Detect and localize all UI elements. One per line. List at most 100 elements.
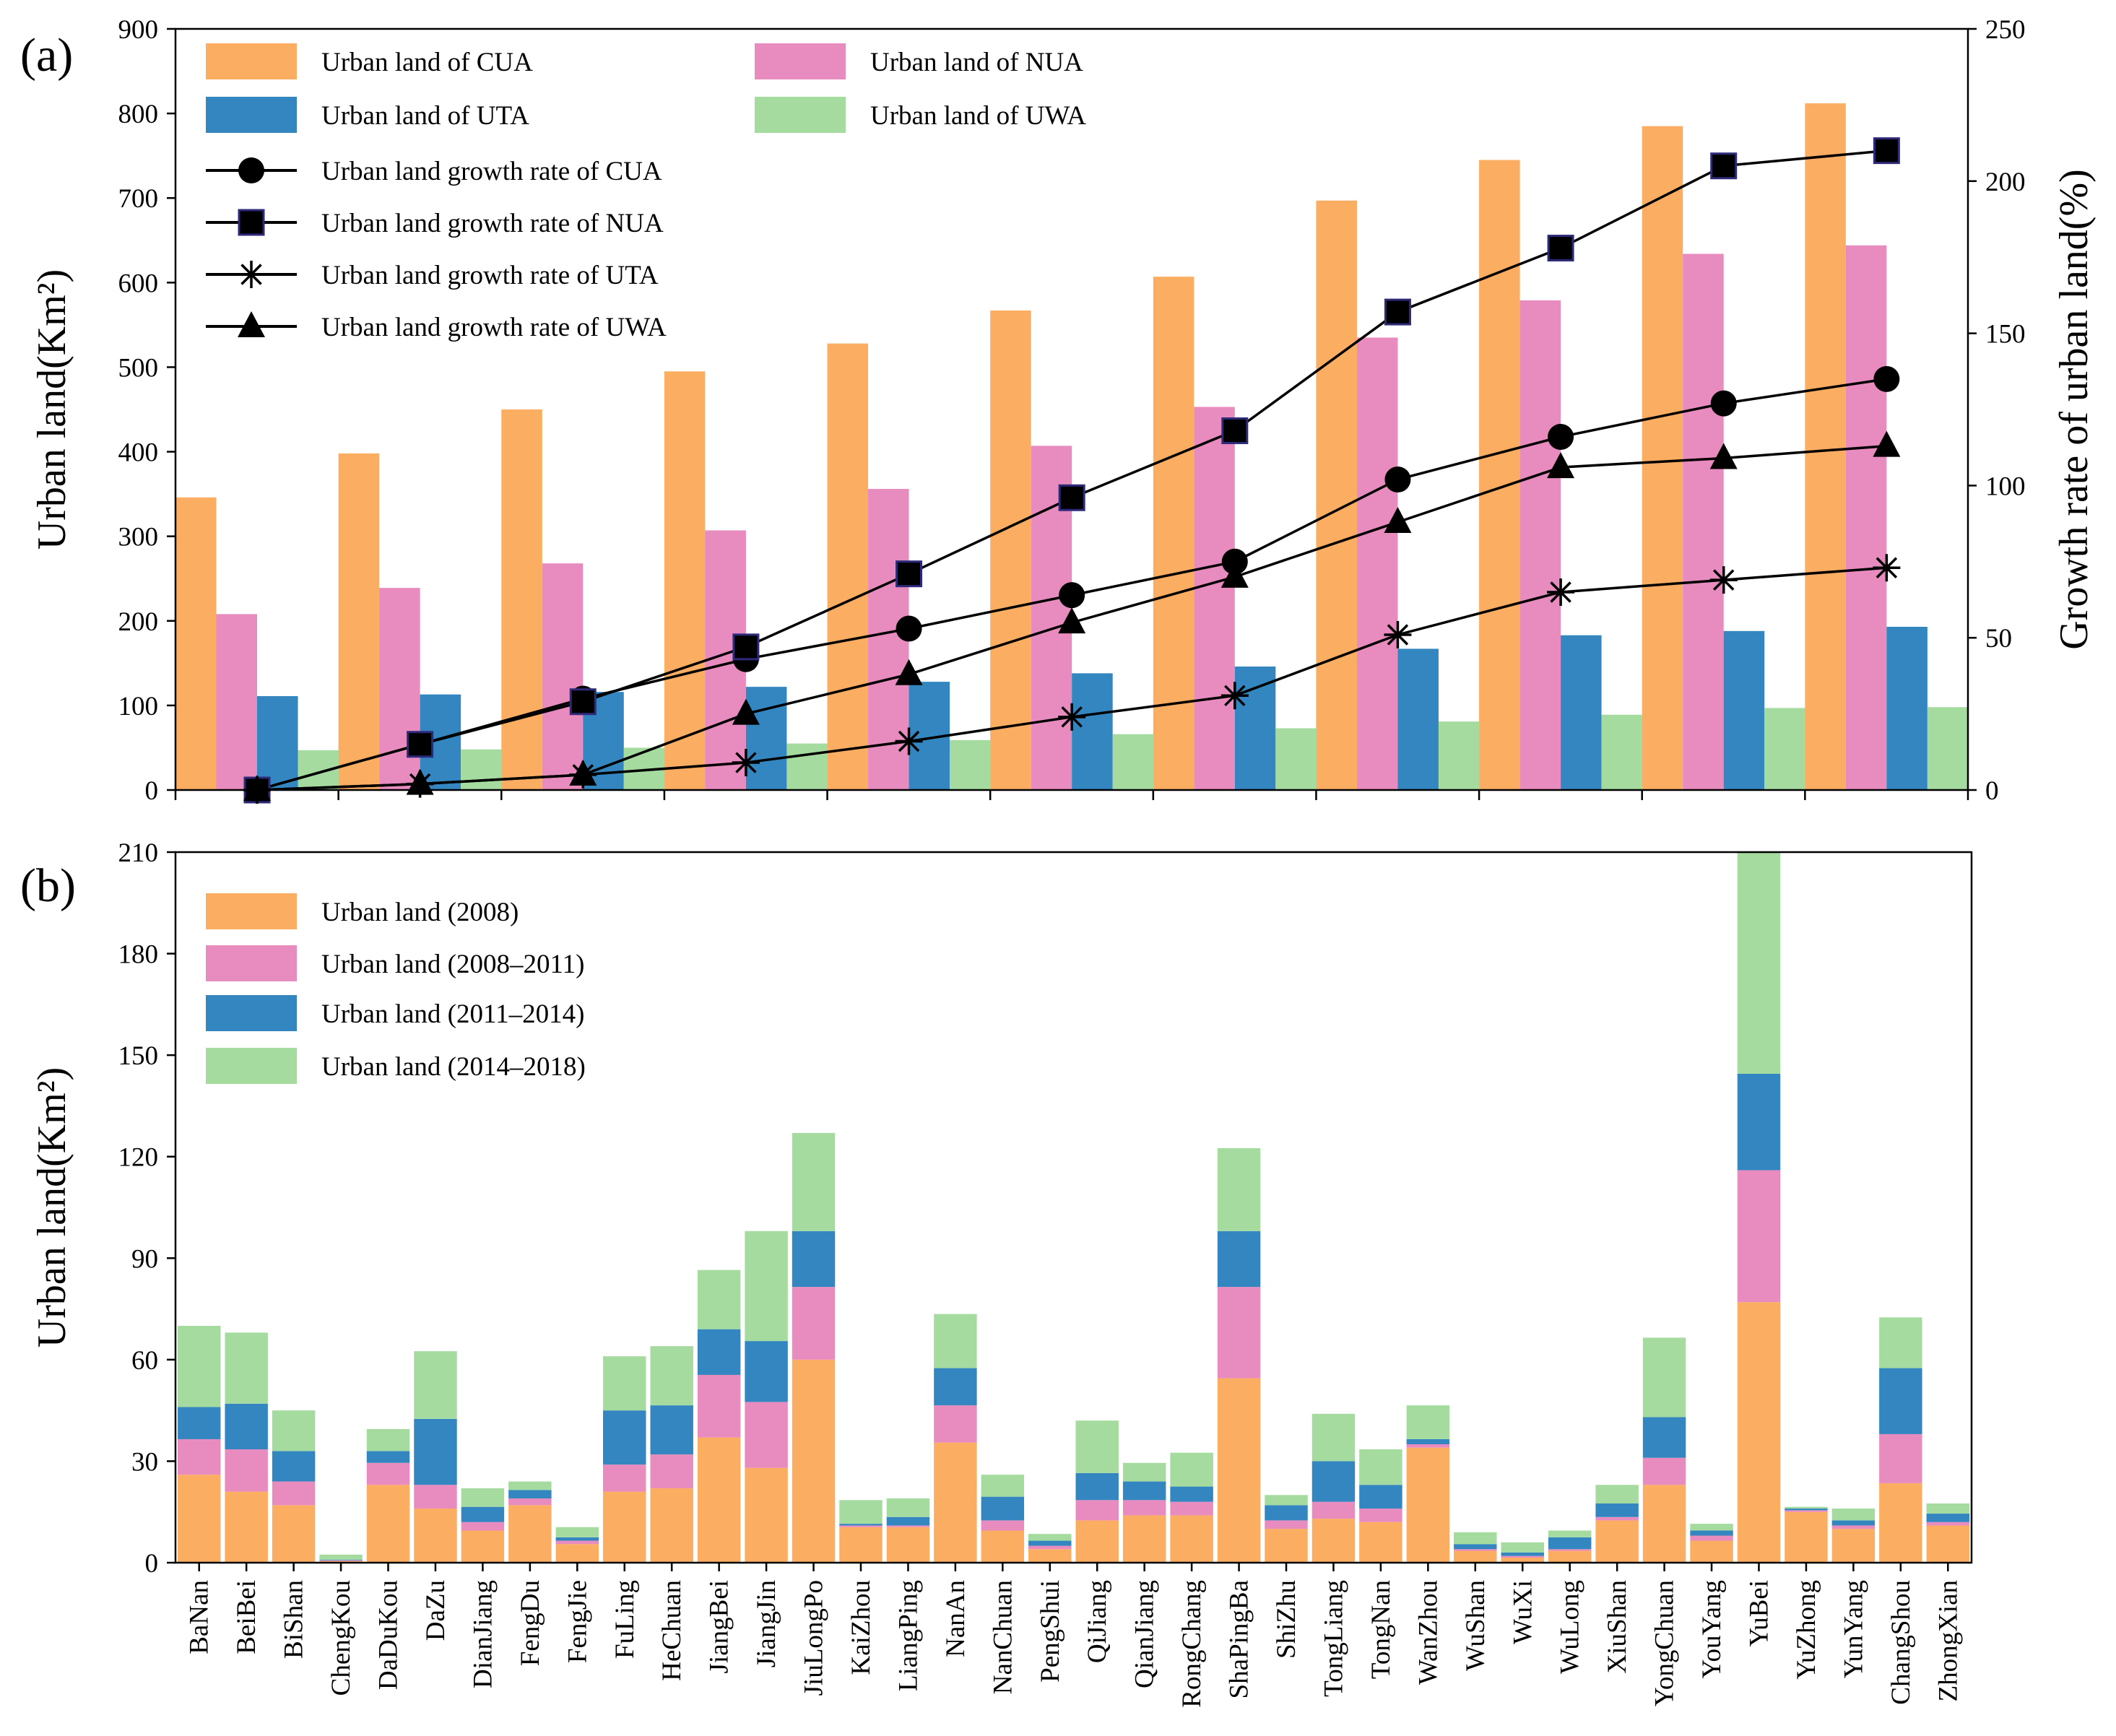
marker-urban-land-growth-rate-of-uta-5: [895, 727, 923, 755]
legend-a: Urban land of CUA Urban land of NUA Urban …: [206, 43, 1086, 342]
marker-urban-land-growth-rate-of-uwa-1: [243, 775, 271, 801]
bar-urban-land-2014-2018-nanchuan: [981, 1475, 1025, 1497]
x-tick-label-b: LiangPing: [893, 1580, 923, 1691]
bar-urban-land-2008-2011-liangping: [886, 1525, 930, 1527]
y2-tick-label-a: 150: [1985, 320, 2026, 350]
bar-urban-land-of-uta-1: [257, 696, 298, 790]
bar-urban-land-2011-2014-wushan: [1454, 1544, 1497, 1550]
bar-urban-land-2008-2011-yuzhong: [1785, 1510, 1828, 1512]
marker-urban-land-growth-rate-of-uwa-10: [1709, 443, 1738, 469]
bar-urban-land-2008-2011-changshou: [1879, 1433, 1922, 1483]
marker-urban-land-growth-rate-of-cua-6: [1059, 582, 1085, 609]
bar-urban-land-2008-qianjiang: [1122, 1515, 1166, 1563]
bar-urban-land-of-cua-10: [1642, 126, 1683, 790]
bar-urban-land-of-uwa-4: [786, 743, 828, 790]
bar-urban-land-2014-2018-zhongxian: [1926, 1503, 1969, 1514]
bar-urban-land-of-uta-7: [1234, 667, 1276, 790]
bar-urban-land-2014-2018-wushan: [1454, 1532, 1497, 1545]
marker-urban-land-growth-rate-of-nua-9: [1547, 235, 1574, 262]
bar-urban-land-2014-2018-qijiang: [1075, 1420, 1119, 1473]
bar-urban-land-2014-2018-yunyang: [1831, 1509, 1876, 1521]
bar-urban-land-of-uwa-7: [1275, 728, 1317, 790]
bar-urban-land-2011-2014-changshou: [1879, 1368, 1922, 1434]
bar-urban-land-2014-2018-youyang: [1690, 1524, 1733, 1531]
chart-b: 0 30 60 90 120 150 180 210 BaNan BeiBei BiShan Chen…: [30, 838, 1973, 1708]
bar-urban-land-2008-bishan: [272, 1505, 316, 1563]
bar-urban-land-2011-2014-yuzhong: [1785, 1509, 1828, 1511]
y-tick-label-a: 0: [145, 776, 159, 806]
legend-swatch-urban-land-2011-2014: [206, 995, 297, 1031]
bar-urban-land-2008-youyang: [1690, 1540, 1733, 1563]
panel-a-label: (a): [20, 29, 73, 82]
x-tick-label-b: ShaPingBa: [1225, 1580, 1254, 1698]
bar-urban-land-2011-2014-dianjiang: [461, 1506, 505, 1522]
bar-urban-land-2008-2011-wushan: [1454, 1549, 1497, 1551]
bar-urban-land-2011-2014-fengjie: [555, 1537, 599, 1541]
bar-urban-land-2011-2014-bishan: [272, 1451, 316, 1482]
bar-urban-land-2011-2014-wulong: [1548, 1537, 1592, 1550]
bar-urban-land-2011-2014-qijiang: [1075, 1472, 1119, 1501]
x-tick-label-b: JiangBei: [705, 1580, 734, 1673]
marker-urban-land-growth-rate-of-cua-11: [1873, 365, 1900, 392]
x-tick-label-b: PengShui: [1036, 1580, 1065, 1683]
y-tick-label-b: 90: [131, 1244, 158, 1274]
y-tick-label-a: 800: [118, 100, 159, 129]
bar-urban-land-2008-2011-tongnan: [1359, 1509, 1402, 1522]
bar-urban-land-of-nua-8: [1356, 337, 1398, 790]
x-tick-label-b: YuZhong: [1792, 1580, 1821, 1680]
marker-urban-land-growth-rate-of-cua-10: [1710, 390, 1737, 417]
bar-urban-land-2011-2014-chengkou: [319, 1559, 363, 1561]
bar-urban-land-2014-2018-chengkou: [319, 1554, 363, 1560]
bar-urban-land-2014-2018-shizhu: [1265, 1495, 1308, 1506]
x-tick-label-b: BiShan: [279, 1580, 309, 1659]
bar-urban-land-of-uwa-10: [1764, 708, 1805, 790]
y-tick-label-b: 30: [131, 1447, 158, 1477]
legend-label-urban-land-growth-rate-of-nua: Urban land growth rate of NUA: [321, 209, 664, 238]
marker-urban-land-growth-rate-of-cua-5: [896, 615, 922, 642]
bar-urban-land-2008-fengjie: [555, 1544, 599, 1563]
legend-label-urban-land-growth-rate-of-uta: Urban land growth rate of UTA: [321, 261, 659, 290]
x-tick-label-b: HeChuan: [657, 1580, 687, 1681]
bar-urban-land-of-nua-11: [1845, 245, 1887, 790]
bar-urban-land-2008-wulong: [1548, 1550, 1592, 1563]
bar-urban-land-2008-yunyang: [1831, 1529, 1876, 1563]
bar-urban-land-of-nua-1: [216, 614, 257, 790]
x-tick-label-b: WuXi: [1508, 1580, 1538, 1644]
bar-urban-land-2014-2018-yubei: [1737, 852, 1781, 1074]
x-tick-label-b: JiangJin: [752, 1580, 781, 1667]
y-tick-label-a: 300: [118, 523, 159, 552]
marker-urban-land-growth-rate-of-cua-7: [1221, 548, 1248, 575]
bar-urban-land-of-cua-2: [338, 453, 380, 790]
marker-urban-land-growth-rate-of-nua-5: [896, 560, 923, 588]
bar-urban-land-2008-xiushan: [1595, 1520, 1639, 1563]
bar-urban-land-2008-wanzhou: [1406, 1447, 1450, 1563]
bar-urban-land-2008-fengdu: [508, 1505, 552, 1563]
bar-urban-land-of-uta-6: [1072, 673, 1113, 790]
legend-label-urban-land-2014-2018: Urban land (2014–2018): [321, 1052, 586, 1082]
marker-urban-land-growth-rate-of-nua-2: [407, 731, 434, 758]
bar-urban-land-2008-2011-beibei: [225, 1449, 268, 1492]
bar-urban-land-2008-2011-pengshui: [1028, 1545, 1072, 1550]
legend-swatch-urban-land-of-cua: [206, 43, 297, 79]
marker-urban-land-growth-rate-of-cua-8: [1384, 466, 1411, 492]
legend-label-urban-land-2008-2011: Urban land (2008–2011): [321, 950, 584, 979]
y-tick-label-b: 180: [118, 940, 159, 970]
marker-urban-land-growth-rate-of-cua-9: [1548, 423, 1574, 450]
bar-urban-land-of-uwa-6: [1112, 734, 1154, 790]
bar-urban-land-of-uta-10: [1723, 630, 1765, 790]
bar-urban-land-2011-2014-kaizhou: [839, 1524, 883, 1526]
y-tick-label-b: 210: [118, 838, 159, 868]
bar-urban-land-2008-hechuan: [650, 1488, 693, 1563]
marker-urban-land-growth-rate-of-nua-6: [1058, 484, 1085, 511]
bar-urban-land-2014-2018-liangping: [886, 1498, 930, 1517]
bar-urban-land-of-cua-8: [1316, 200, 1357, 790]
x-tick-label-b: NanChuan: [988, 1580, 1018, 1694]
x-tick-label-b: DianJiang: [468, 1580, 498, 1688]
bar-urban-land-2008-2011-nanan: [934, 1405, 977, 1443]
bar-urban-land-2008-2011-wuxi: [1501, 1555, 1544, 1558]
bar-urban-land-2008-wuxi: [1501, 1557, 1544, 1563]
x-tick-label-b: YuBei: [1744, 1580, 1774, 1647]
bar-urban-land-2011-2014-fuling: [603, 1410, 646, 1465]
marker-urban-land-growth-rate-of-uwa-9: [1547, 452, 1575, 479]
bar-urban-land-2008-2011-qijiang: [1075, 1500, 1119, 1521]
